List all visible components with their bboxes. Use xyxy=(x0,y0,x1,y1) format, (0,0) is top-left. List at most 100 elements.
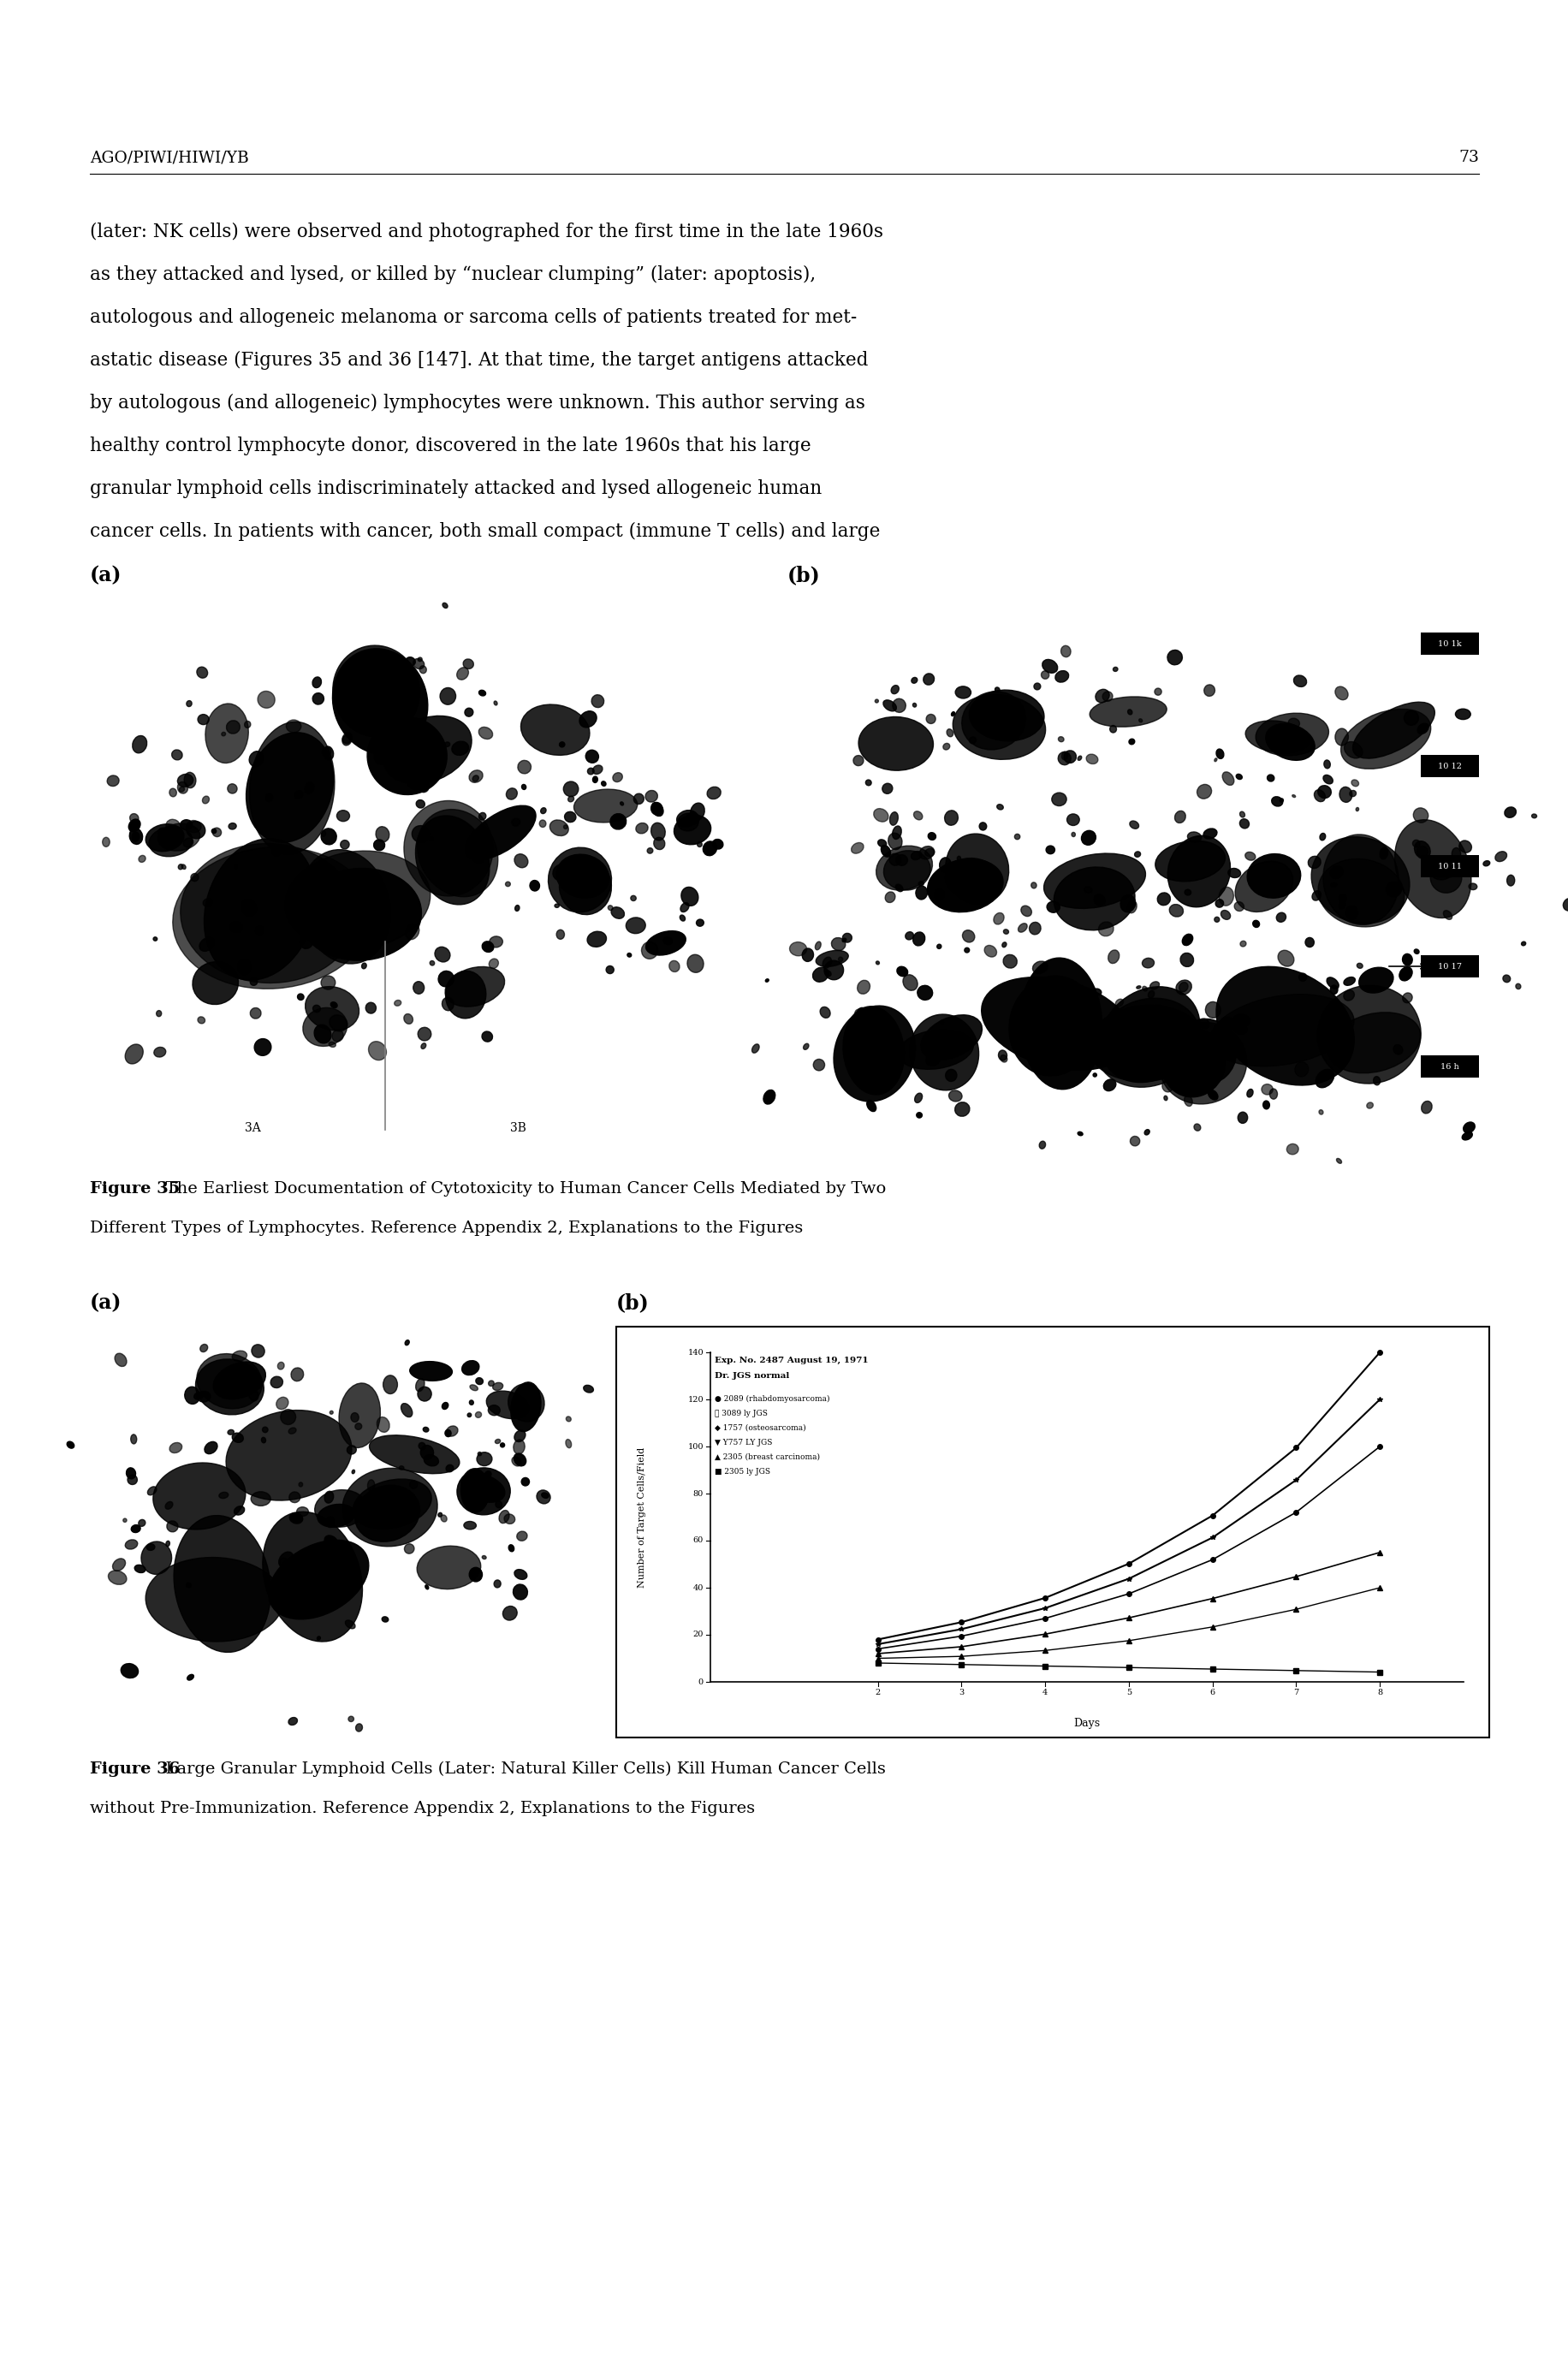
Ellipse shape xyxy=(494,1580,500,1587)
Ellipse shape xyxy=(1344,741,1363,758)
Ellipse shape xyxy=(513,1585,527,1599)
Ellipse shape xyxy=(856,1007,866,1017)
Ellipse shape xyxy=(541,808,546,813)
Ellipse shape xyxy=(1148,991,1154,998)
Text: (b): (b) xyxy=(616,1293,649,1314)
Ellipse shape xyxy=(256,927,263,934)
Ellipse shape xyxy=(539,820,546,827)
Ellipse shape xyxy=(978,822,986,829)
Ellipse shape xyxy=(1088,1005,1203,1081)
Ellipse shape xyxy=(348,1715,354,1723)
Text: 2: 2 xyxy=(875,1689,880,1696)
Ellipse shape xyxy=(1077,1131,1082,1136)
Ellipse shape xyxy=(495,1502,502,1509)
Ellipse shape xyxy=(174,1516,271,1651)
Ellipse shape xyxy=(423,1428,428,1433)
Ellipse shape xyxy=(897,967,908,977)
Text: ▲ 2305 (breast carcinoma): ▲ 2305 (breast carcinoma) xyxy=(715,1454,820,1461)
Ellipse shape xyxy=(425,1585,428,1590)
Ellipse shape xyxy=(875,699,878,703)
Ellipse shape xyxy=(419,665,426,672)
Ellipse shape xyxy=(296,1506,309,1516)
Ellipse shape xyxy=(234,865,237,867)
Ellipse shape xyxy=(1261,1083,1272,1095)
Ellipse shape xyxy=(687,955,702,972)
Ellipse shape xyxy=(229,922,241,931)
Ellipse shape xyxy=(887,834,902,851)
Text: 80: 80 xyxy=(693,1490,702,1497)
Ellipse shape xyxy=(149,827,193,858)
Ellipse shape xyxy=(1134,851,1140,858)
Ellipse shape xyxy=(312,694,323,703)
Ellipse shape xyxy=(1193,1124,1200,1131)
Ellipse shape xyxy=(172,848,372,988)
Ellipse shape xyxy=(1341,708,1430,770)
Ellipse shape xyxy=(138,1521,146,1525)
Ellipse shape xyxy=(1105,1017,1118,1026)
Ellipse shape xyxy=(892,827,902,839)
Ellipse shape xyxy=(944,810,958,824)
Ellipse shape xyxy=(1443,910,1452,920)
Ellipse shape xyxy=(368,1435,459,1473)
Ellipse shape xyxy=(403,801,492,896)
Ellipse shape xyxy=(911,677,917,684)
Ellipse shape xyxy=(1322,775,1333,784)
Ellipse shape xyxy=(1160,1029,1225,1098)
Ellipse shape xyxy=(1317,986,1421,1083)
Ellipse shape xyxy=(383,715,472,784)
Ellipse shape xyxy=(563,782,579,796)
Ellipse shape xyxy=(130,829,143,843)
Ellipse shape xyxy=(955,687,971,699)
Ellipse shape xyxy=(1018,924,1027,931)
Ellipse shape xyxy=(1029,922,1040,934)
Ellipse shape xyxy=(331,1003,337,1007)
Ellipse shape xyxy=(568,796,574,801)
Ellipse shape xyxy=(238,960,251,974)
Ellipse shape xyxy=(469,1399,474,1404)
Ellipse shape xyxy=(1504,808,1515,817)
Ellipse shape xyxy=(464,708,474,718)
Ellipse shape xyxy=(138,855,146,862)
Text: Figure 35: Figure 35 xyxy=(89,1181,180,1198)
Ellipse shape xyxy=(306,986,359,1031)
Ellipse shape xyxy=(325,1535,339,1549)
Ellipse shape xyxy=(1327,977,1338,988)
Text: Number of Target Cells/Field: Number of Target Cells/Field xyxy=(637,1447,646,1587)
Ellipse shape xyxy=(822,958,831,967)
Ellipse shape xyxy=(884,891,895,903)
Ellipse shape xyxy=(1184,1095,1192,1107)
Ellipse shape xyxy=(1352,701,1435,758)
Ellipse shape xyxy=(279,1552,293,1568)
Ellipse shape xyxy=(353,1478,431,1530)
Ellipse shape xyxy=(375,748,389,765)
Ellipse shape xyxy=(1402,953,1411,965)
Ellipse shape xyxy=(125,1043,143,1064)
Ellipse shape xyxy=(1052,1017,1060,1026)
Ellipse shape xyxy=(221,732,226,737)
Ellipse shape xyxy=(171,751,182,760)
Ellipse shape xyxy=(1002,955,1016,967)
Ellipse shape xyxy=(1107,950,1118,962)
FancyBboxPatch shape xyxy=(1421,1055,1479,1079)
Ellipse shape xyxy=(1458,841,1471,853)
Ellipse shape xyxy=(1030,881,1036,889)
Ellipse shape xyxy=(169,839,176,846)
Ellipse shape xyxy=(925,848,935,855)
Ellipse shape xyxy=(122,1518,127,1523)
Ellipse shape xyxy=(488,1404,500,1416)
Ellipse shape xyxy=(1505,874,1513,886)
Ellipse shape xyxy=(180,820,191,829)
Ellipse shape xyxy=(146,824,183,851)
Ellipse shape xyxy=(199,939,213,950)
Ellipse shape xyxy=(166,1521,177,1533)
Ellipse shape xyxy=(232,1433,243,1442)
Ellipse shape xyxy=(332,1029,343,1041)
Text: 5: 5 xyxy=(1126,1689,1131,1696)
Ellipse shape xyxy=(389,713,395,720)
Text: 7: 7 xyxy=(1294,1689,1298,1696)
Ellipse shape xyxy=(681,903,688,912)
Text: 0: 0 xyxy=(698,1677,702,1685)
Ellipse shape xyxy=(1063,751,1076,763)
Ellipse shape xyxy=(917,986,931,1000)
Ellipse shape xyxy=(1372,1076,1380,1086)
